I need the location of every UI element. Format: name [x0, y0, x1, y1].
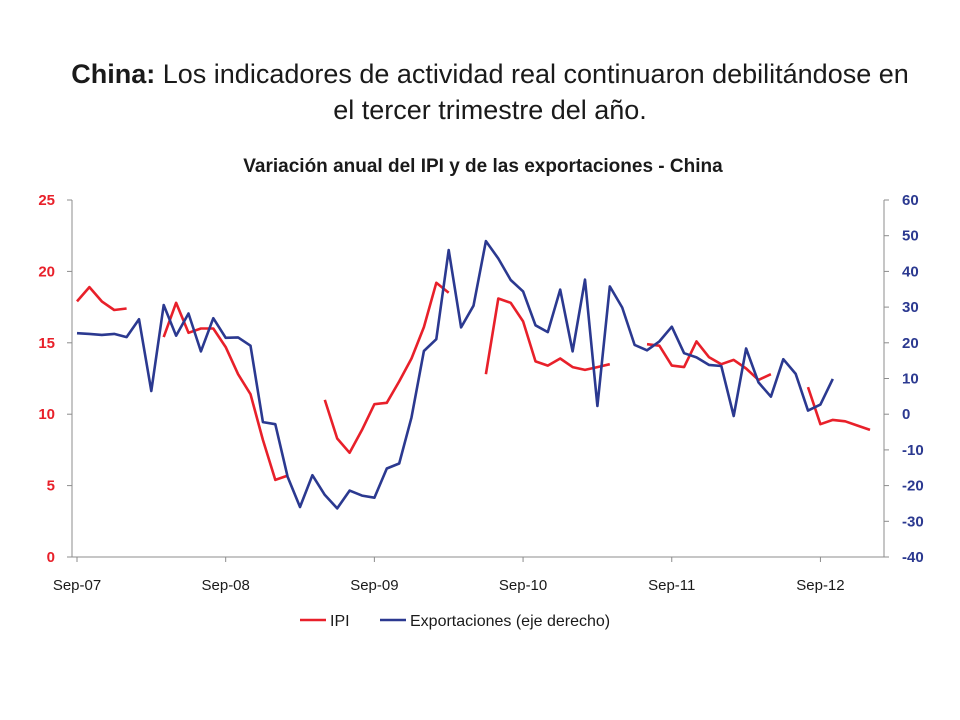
y-left-tick-label: 20 — [38, 263, 55, 280]
x-tick-label: Sep-08 — [202, 577, 250, 594]
legend-item-ipi: IPI — [300, 613, 350, 630]
slide-title: China: Los indicadores de actividad real… — [60, 56, 920, 128]
y-left-tick-label: 10 — [38, 406, 55, 423]
chart-axes: 0 5 10 15 20 25 -40 -30 -20 -10 0 10 20 30 40 50 60 Sep-0… — [38, 192, 923, 594]
x-tick-label: Sep-11 — [648, 577, 695, 594]
y-right-tick-label: 20 — [902, 335, 919, 352]
series-line-ipi — [76, 281, 871, 482]
legend-label: Exportaciones (eje derecho) — [410, 613, 610, 630]
slide-title-bold: China: — [71, 59, 156, 89]
legend-item-exports: Exportaciones (eje derecho) — [380, 613, 610, 630]
y-right-tick-label: 50 — [902, 228, 919, 245]
y-left-tick-label: 15 — [38, 335, 55, 352]
chart-title: Variación anual del IPI y de las exporta… — [243, 156, 723, 177]
y-left-tick-label: 25 — [38, 192, 55, 209]
y-right-tick-label: -20 — [902, 478, 924, 495]
y-right-tick-label: 60 — [902, 192, 919, 209]
y-right-tick-label: 30 — [902, 299, 919, 316]
slide-title-rest: Los indicadores de actividad real contin… — [162, 59, 909, 125]
y-right-tick-label: 40 — [902, 263, 919, 280]
x-tick-label: Sep-10 — [499, 577, 547, 594]
y-right-tick-label: 0 — [902, 406, 910, 423]
y-right-tick-label: 10 — [902, 371, 919, 388]
y-left-tick-label: 0 — [47, 549, 55, 566]
legend-label: IPI — [330, 613, 350, 630]
y-left-tick-label: 5 — [47, 478, 55, 495]
y-right-tick-label: -30 — [902, 513, 924, 530]
chart-legend: IPI Exportaciones (eje derecho) — [300, 613, 610, 630]
series-line-exports — [76, 239, 834, 510]
x-tick-label: Sep-12 — [796, 577, 844, 594]
chart-lines — [76, 239, 871, 510]
x-tick-label: Sep-09 — [350, 577, 398, 594]
y-right-tick-label: -40 — [902, 549, 924, 566]
y-right-tick-label: -10 — [902, 442, 924, 459]
x-tick-label: Sep-07 — [53, 577, 101, 594]
